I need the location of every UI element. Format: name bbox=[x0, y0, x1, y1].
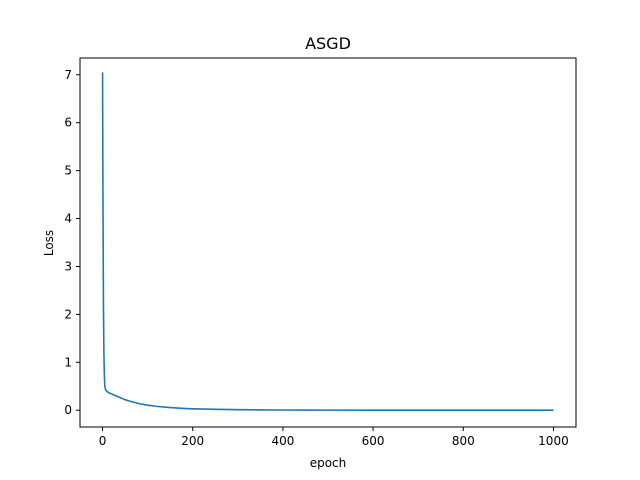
y-tick-label: 6 bbox=[64, 116, 72, 130]
y-tick-label: 5 bbox=[64, 164, 72, 178]
series-layer bbox=[101, 72, 554, 412]
loss-series-line bbox=[101, 72, 554, 412]
y-tick-label: 0 bbox=[64, 403, 72, 417]
chart-title: ASGD bbox=[305, 34, 351, 53]
plot-area-frame bbox=[79, 57, 577, 428]
y-tick-label: 1 bbox=[64, 355, 72, 369]
x-axis-label: epoch bbox=[310, 456, 347, 470]
y-axis-label: Loss bbox=[42, 230, 56, 256]
y-axis-ticks: 0 1 2 3 4 5 6 7 bbox=[64, 68, 80, 417]
y-tick-label: 7 bbox=[64, 68, 72, 82]
x-tick-label: 600 bbox=[362, 434, 385, 448]
x-tick-label: 0 bbox=[99, 434, 107, 448]
x-tick-label: 400 bbox=[271, 434, 294, 448]
x-tick-label: 200 bbox=[181, 434, 204, 448]
x-tick-label: 1000 bbox=[538, 434, 569, 448]
y-tick-label: 3 bbox=[64, 259, 72, 273]
x-tick-label: 800 bbox=[452, 434, 475, 448]
y-tick-label: 4 bbox=[64, 212, 72, 226]
x-axis-ticks: 0 200 400 600 800 1000 bbox=[99, 427, 569, 448]
y-tick-label: 2 bbox=[64, 307, 72, 321]
